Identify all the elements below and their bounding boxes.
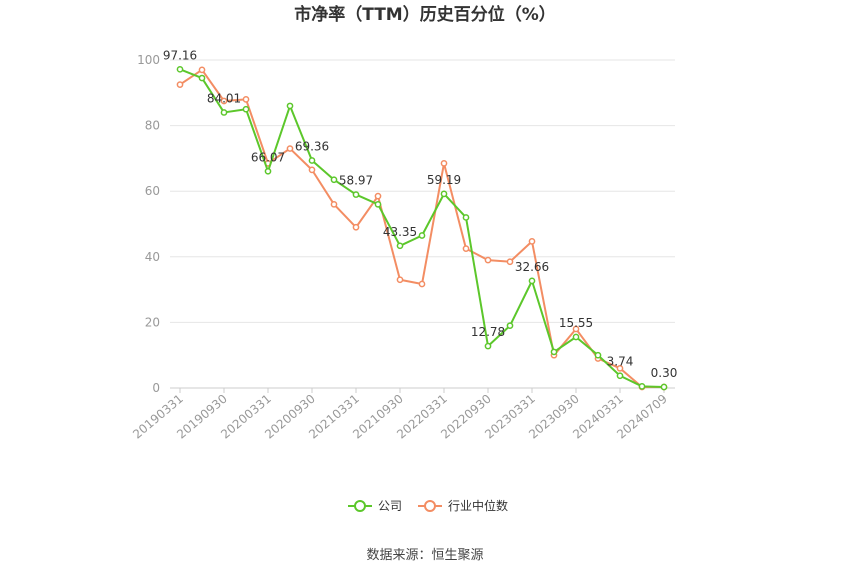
series-company [176,65,668,391]
series-line [179,68,664,389]
data-point[interactable] [528,238,536,245]
data-point[interactable] [220,97,228,105]
data-point[interactable] [418,232,426,239]
legend-item-industry-median[interactable]: 行业中位数 [418,498,508,513]
data-point[interactable] [572,325,580,333]
y-tick-label: 60 [145,184,160,198]
data-point[interactable] [308,166,316,174]
data-point[interactable] [462,214,470,221]
data-point[interactable] [242,105,250,113]
data-label: 0.30 [651,366,678,380]
data-point[interactable] [638,383,646,390]
legend-item-company[interactable]: 公司 [348,499,402,513]
data-point[interactable] [264,167,272,175]
data-point[interactable] [352,191,360,198]
data-point[interactable] [176,81,184,88]
data-point[interactable] [176,65,184,73]
data-label: 3.74 [607,355,634,369]
data-point[interactable] [330,176,338,184]
legend-marker [424,500,436,512]
data-label: 32.66 [515,260,549,274]
y-tick-label: 40 [145,250,160,264]
legend[interactable]: 公司 行业中位数 [348,498,508,513]
x-axis: 2019033120190930202003312020093020210331… [130,388,670,442]
data-point[interactable] [528,277,536,285]
data-label: 84.01 [207,91,241,105]
data-label: 43.35 [383,225,417,239]
legend-marker [354,500,366,512]
data-point[interactable] [396,242,404,250]
data-point[interactable] [220,109,228,116]
data-point[interactable] [374,200,382,208]
data-point[interactable] [462,245,470,252]
data-point[interactable] [418,280,426,288]
data-point[interactable] [330,200,338,208]
data-label: 97.16 [163,48,197,62]
data-point[interactable] [374,192,382,200]
data-labels: 97.16 84.01 66.07 69.36 58.97 43.35 59.19 12.78… [163,48,678,380]
y-tick-label: 20 [145,315,160,329]
data-label: 66.07 [251,150,285,164]
data-label: 59.19 [427,173,461,187]
data-label: 12.78 [471,325,505,339]
data-point[interactable] [308,157,316,164]
data-point[interactable] [572,333,580,341]
data-point[interactable] [440,159,448,167]
data-label: 69.36 [295,139,329,153]
data-point[interactable] [616,364,624,372]
legend-label: 行业中位数 [448,498,508,513]
data-point[interactable] [550,348,558,356]
data-point[interactable] [396,276,404,284]
data-point[interactable] [594,351,602,359]
chart-title: 市净率（TTM）历史百分位（%） [294,4,556,25]
series-industry-median [176,66,668,391]
data-point[interactable] [242,96,250,103]
data-point[interactable] [506,322,514,330]
y-axis: 0 20 40 60 80 100 [137,53,160,395]
y-tick-label: 80 [145,119,160,133]
data-label: 58.97 [339,174,373,188]
data-point[interactable] [484,256,492,264]
data-point[interactable] [506,258,514,266]
data-point[interactable] [286,102,294,110]
data-label: 15.55 [559,316,593,330]
data-point[interactable] [616,372,624,380]
data-point[interactable] [198,74,206,82]
source-note: 数据来源：恒生聚源 [366,548,483,563]
data-point[interactable] [286,145,294,152]
data-point[interactable] [440,190,448,198]
series-layer [176,65,668,391]
y-tick-label: 100 [137,53,160,67]
data-point[interactable] [352,223,360,231]
data-point[interactable] [484,342,492,350]
legend-label: 公司 [378,499,402,513]
data-point[interactable] [198,66,206,74]
y-tick-label: 0 [152,381,160,395]
data-point[interactable] [660,383,668,391]
